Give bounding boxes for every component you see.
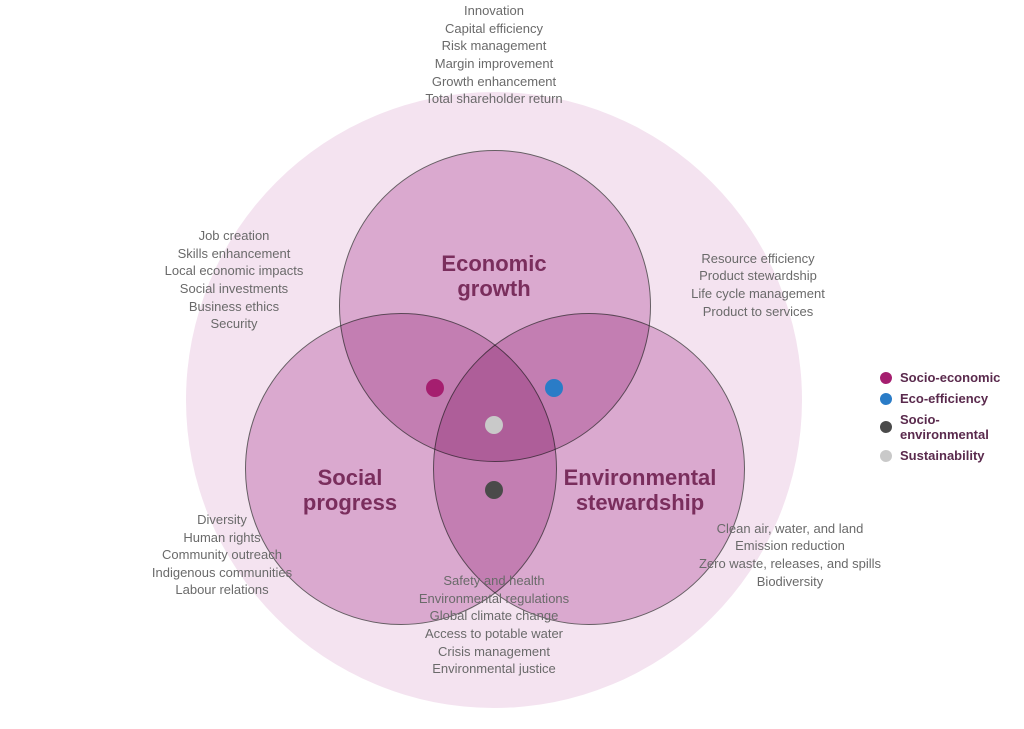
- label-item: Margin improvement: [364, 55, 624, 73]
- labels-top: InnovationCapital efficiencyRisk managem…: [364, 2, 624, 107]
- labels-top-left: Job creationSkills enhancementLocal econ…: [134, 227, 334, 332]
- label-item: Indigenous communities: [122, 564, 322, 582]
- legend-swatch: [880, 421, 892, 433]
- label-item: Local economic impacts: [134, 262, 334, 280]
- label-item: Human rights: [122, 529, 322, 547]
- dot-socio-environmental: [485, 481, 503, 499]
- label-item: Life cycle management: [658, 285, 858, 303]
- title-economic: Economicgrowth: [384, 251, 604, 302]
- label-item: Skills enhancement: [134, 245, 334, 263]
- legend-swatch: [880, 450, 892, 462]
- legend-item: Sustainability: [880, 448, 1024, 463]
- label-item: Job creation: [134, 227, 334, 245]
- title-environmental: Environmentalstewardship: [530, 465, 750, 516]
- legend-label: Sustainability: [900, 448, 985, 463]
- label-item: Resource efficiency: [658, 250, 858, 268]
- label-item: Environmental justice: [364, 660, 624, 678]
- label-item: Innovation: [364, 2, 624, 20]
- label-item: Crisis management: [364, 643, 624, 661]
- label-item: Risk management: [364, 37, 624, 55]
- legend-label: Socio-environmental: [900, 412, 1024, 442]
- legend-label: Eco-efficiency: [900, 391, 988, 406]
- label-item: Growth enhancement: [364, 73, 624, 91]
- legend-item: Socio-economic: [880, 370, 1024, 385]
- label-item: Environmental regulations: [364, 590, 624, 608]
- label-item: Social investments: [134, 280, 334, 298]
- venn-diagram: Economicgrowth Socialprogress Environmen…: [0, 0, 1024, 729]
- labels-bottom-right: Clean air, water, and landEmission reduc…: [670, 520, 910, 590]
- labels-bottom: Safety and healthEnvironmental regulatio…: [364, 572, 624, 677]
- label-item: Total shareholder return: [364, 90, 624, 108]
- label-item: Biodiversity: [670, 573, 910, 591]
- dot-socio-economic: [426, 379, 444, 397]
- label-item: Emission reduction: [670, 537, 910, 555]
- legend-swatch: [880, 393, 892, 405]
- legend-label: Socio-economic: [900, 370, 1000, 385]
- label-item: Community outreach: [122, 546, 322, 564]
- label-item: Labour relations: [122, 581, 322, 599]
- label-item: Clean air, water, and land: [670, 520, 910, 538]
- label-item: Security: [134, 315, 334, 333]
- title-social: Socialprogress: [240, 465, 460, 516]
- legend-swatch: [880, 372, 892, 384]
- dot-sustainability: [485, 416, 503, 434]
- label-item: Global climate change: [364, 607, 624, 625]
- label-item: Safety and health: [364, 572, 624, 590]
- legend-item: Eco-efficiency: [880, 391, 1024, 406]
- label-item: Business ethics: [134, 298, 334, 316]
- dot-eco-efficiency: [545, 379, 563, 397]
- label-item: Product stewardship: [658, 267, 858, 285]
- label-item: Access to potable water: [364, 625, 624, 643]
- label-item: Zero waste, releases, and spills: [670, 555, 910, 573]
- labels-bottom-left: DiversityHuman rightsCommunity outreachI…: [122, 511, 322, 599]
- labels-top-right: Resource efficiencyProduct stewardshipLi…: [658, 250, 858, 320]
- label-item: Capital efficiency: [364, 20, 624, 38]
- legend-item: Socio-environmental: [880, 412, 1024, 442]
- label-item: Diversity: [122, 511, 322, 529]
- legend: Socio-economic Eco-efficiency Socio-enviro…: [880, 370, 1024, 469]
- label-item: Product to services: [658, 303, 858, 321]
